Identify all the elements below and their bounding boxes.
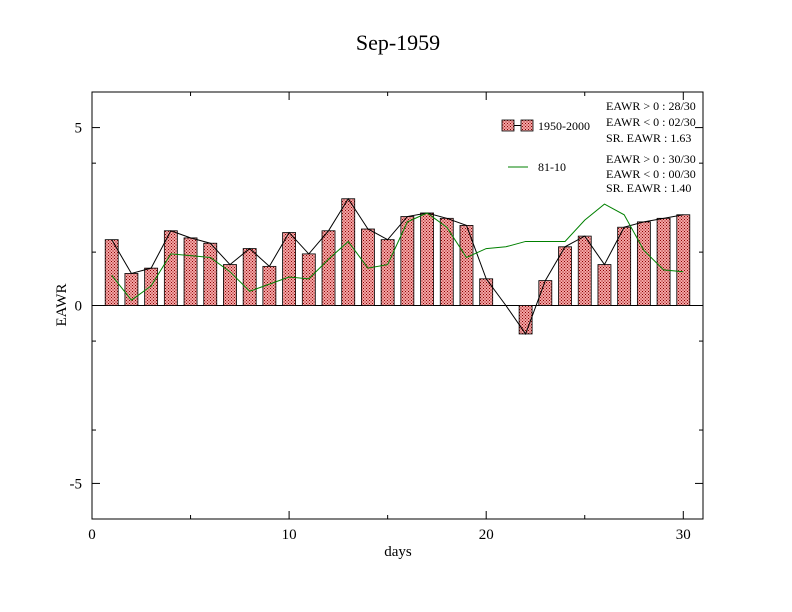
y-tick-label: 5 (75, 121, 83, 137)
x-tick-label: 10 (282, 527, 297, 543)
bar-day-16 (400, 216, 415, 306)
y-tick-label: 0 (75, 299, 83, 315)
legend-label-1950-2000: 1950-2000 (538, 119, 590, 133)
series-line-1950-2000 (111, 197, 684, 336)
bar-day-28 (636, 221, 651, 306)
bar-day-18 (439, 217, 454, 306)
chart-title: Sep-1959 (356, 30, 440, 55)
bar-day-7 (223, 264, 237, 306)
bar-day-20 (479, 278, 494, 306)
legend-swatch-bar-b (520, 119, 534, 132)
bar-day-13 (341, 198, 356, 306)
legend: 1950-2000 81-10 EAWR > 0 : 28/30 EAWR < … (501, 99, 696, 195)
stat-b-sr: SR. EAWR : 1.40 (606, 181, 691, 195)
x-axis-ticks: 0 10 20 30 (88, 92, 691, 543)
line-series (111, 197, 684, 336)
bar-day-11 (301, 253, 316, 306)
bar-day-10 (282, 232, 296, 306)
bar-day-4 (163, 230, 178, 306)
y-axis-label: EAWR (54, 284, 70, 327)
stat-a-negative: EAWR < 0 : 02/30 (606, 115, 696, 129)
bar-day-12 (321, 230, 336, 306)
bar-day-5 (183, 237, 198, 306)
bar-day-22 (518, 305, 533, 335)
bar-day-6 (203, 242, 218, 306)
stat-b-positive: EAWR > 0 : 30/30 (606, 152, 696, 166)
bar-day-3 (144, 267, 159, 306)
bar-day-24 (558, 246, 572, 306)
x-tick-label: 0 (88, 527, 96, 543)
stat-a-sr: SR. EAWR : 1.63 (606, 131, 691, 145)
legend-label-81-10: 81-10 (538, 160, 566, 174)
y-tick-label: -5 (70, 476, 83, 492)
series-line-81-10 (111, 203, 684, 301)
bar-day-25 (577, 235, 592, 306)
bar-series (104, 198, 691, 335)
bar-day-17 (420, 212, 434, 306)
bar-day-30 (676, 214, 691, 306)
bar-day-26 (597, 264, 612, 306)
bar-day-1 (104, 239, 119, 306)
bar-day-29 (656, 217, 671, 306)
legend-swatch-bar-a (501, 119, 515, 132)
stat-b-negative: EAWR < 0 : 00/30 (606, 167, 696, 181)
x-axis-label: days (384, 544, 412, 560)
stat-a-positive: EAWR > 0 : 28/30 (606, 99, 696, 113)
bar-day-15 (380, 239, 395, 306)
bar-day-27 (617, 226, 632, 306)
x-tick-label: 30 (676, 527, 691, 543)
x-tick-label: 20 (479, 527, 494, 543)
bar-day-8 (242, 248, 257, 306)
